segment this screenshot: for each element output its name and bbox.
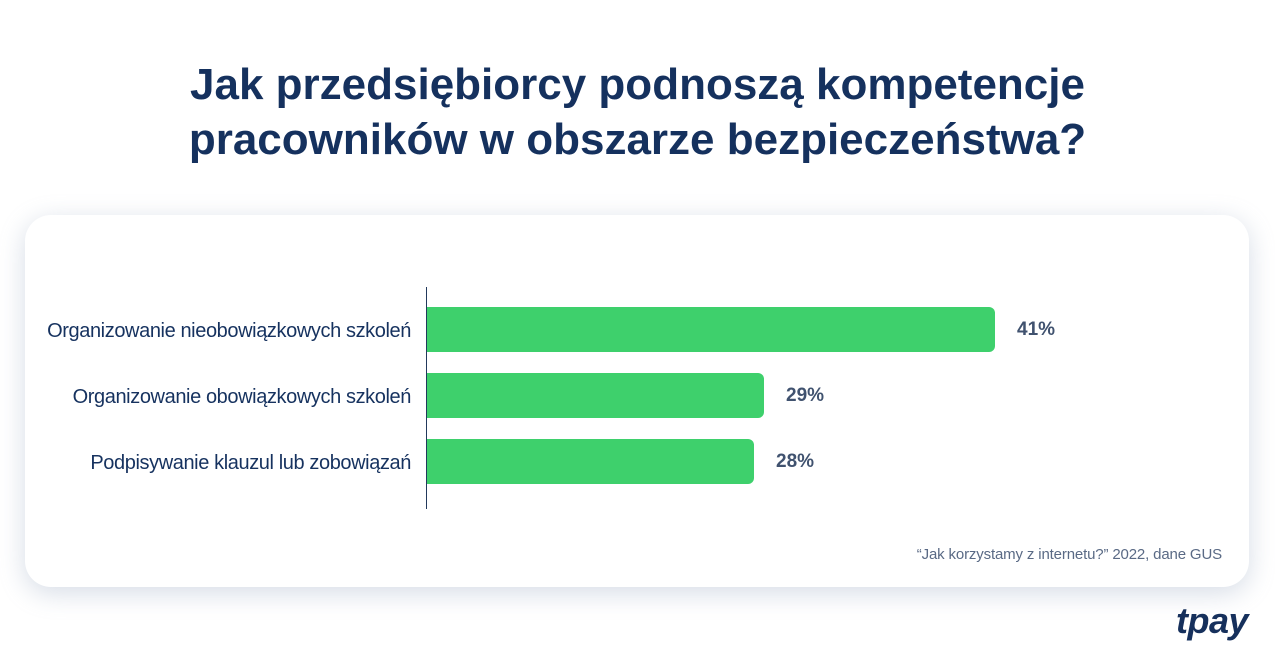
bar bbox=[427, 307, 995, 352]
bar-row: Podpisywanie klauzul lub zobowiązań 28% bbox=[25, 439, 1249, 484]
bar-value-label: 28% bbox=[776, 450, 815, 472]
bar bbox=[427, 373, 764, 418]
bar-category-label: Organizowanie nieobowiązkowych szkoleń bbox=[47, 320, 411, 342]
bar-category-label: Podpisywanie klauzul lub zobowiązań bbox=[90, 452, 411, 474]
bar-row: Organizowanie nieobowiązkowych szkoleń 41… bbox=[25, 307, 1249, 352]
tpay-logo: tpay bbox=[1175, 600, 1249, 641]
page-title: Jak przedsiębiorcy podnoszą kompetencje … bbox=[0, 57, 1275, 167]
page-title-line2: pracowników w obszarze bezpieczeństwa? bbox=[188, 115, 1087, 164]
page-title-line1: Jak przedsiębiorcy podnoszą kompetencje bbox=[190, 60, 1085, 109]
chart-axis-line bbox=[425, 287, 427, 509]
chart-card: Organizowanie nieobowiązkowych szkoleń 41… bbox=[25, 215, 1249, 587]
bar bbox=[427, 439, 754, 484]
bar-value-label: 41% bbox=[1017, 318, 1056, 340]
bar-value-label: 29% bbox=[786, 384, 825, 406]
chart-source-note: “Jak korzystamy z internetu?” 2022, dane… bbox=[916, 546, 1222, 563]
bar-category-label: Organizowanie obowiązkowych szkoleń bbox=[72, 386, 412, 408]
bar-row: Organizowanie obowiązkowych szkoleń 29% bbox=[25, 373, 1249, 418]
